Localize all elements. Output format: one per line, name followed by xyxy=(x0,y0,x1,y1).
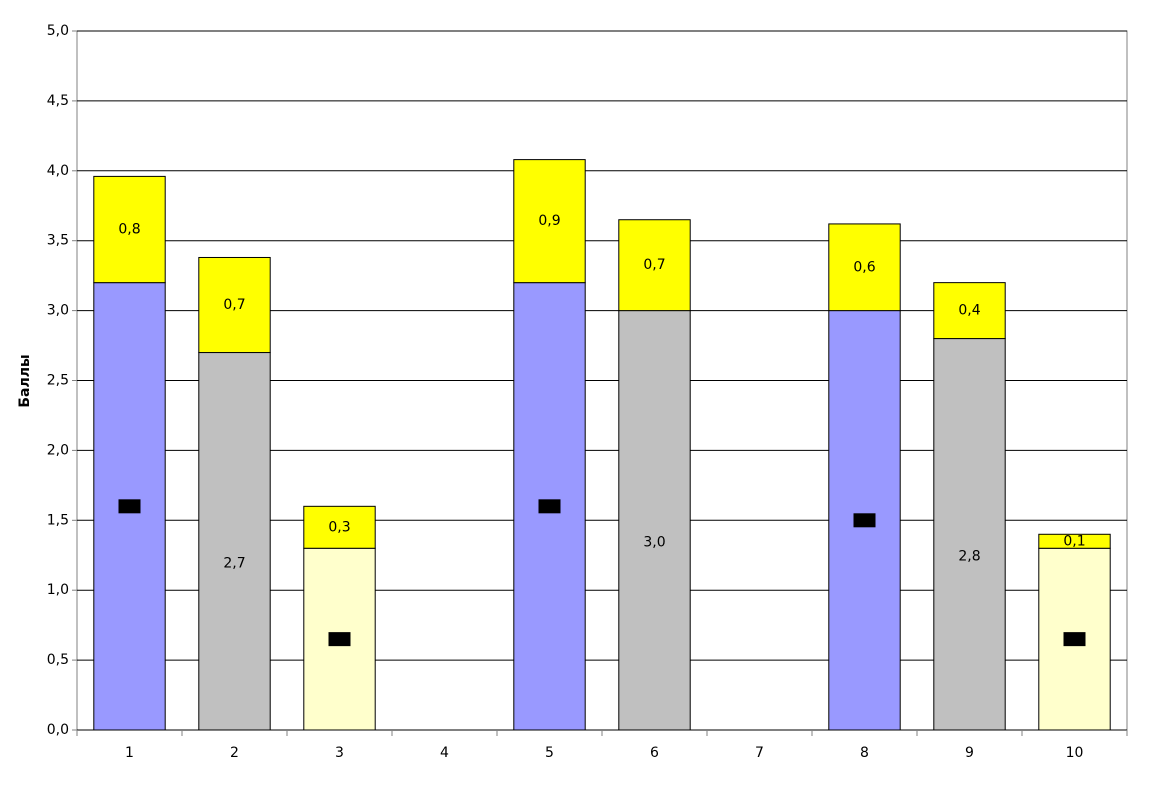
y-tick-label: 0,5 xyxy=(47,652,69,668)
x-tick-label: 3 xyxy=(335,745,344,761)
y-tick-label: 2,0 xyxy=(47,442,69,458)
y-tick-label: 2,5 xyxy=(47,373,69,389)
redacted-label xyxy=(118,499,141,514)
data-label: 0,6 xyxy=(853,259,875,275)
data-label: 0,7 xyxy=(223,297,245,313)
data-label: 0,1 xyxy=(1063,533,1085,549)
x-tick-label: 7 xyxy=(755,745,764,761)
bar-segment xyxy=(303,505,376,549)
x-tick-label: 5 xyxy=(545,745,554,761)
data-label: 0,3 xyxy=(328,519,350,535)
x-tick-label: 9 xyxy=(965,745,974,761)
x-tick-label: 8 xyxy=(860,745,869,761)
y-tick-label: 0,0 xyxy=(47,722,69,738)
redacted-label xyxy=(538,499,561,514)
bar-segment xyxy=(828,223,901,312)
bar-segment xyxy=(618,219,691,312)
redacted-label xyxy=(1063,632,1086,647)
x-tick-label: 10 xyxy=(1066,745,1084,761)
data-label: 3,0 xyxy=(643,534,665,550)
bar-segment xyxy=(1038,533,1111,549)
bar-segment xyxy=(933,282,1006,340)
y-tick-label: 3,0 xyxy=(47,303,69,319)
y-tick-label: 1,0 xyxy=(47,582,69,598)
bar-segment xyxy=(303,547,376,731)
bar-segment xyxy=(933,338,1006,731)
bar-segment xyxy=(198,256,271,354)
data-label: 0,7 xyxy=(643,257,665,273)
y-axis-label: Баллы xyxy=(17,354,33,407)
x-tick-label: 6 xyxy=(650,745,659,761)
y-tick-label: 1,5 xyxy=(47,512,69,528)
data-label: 0,4 xyxy=(958,303,980,319)
data-label: 0,9 xyxy=(538,213,560,229)
y-tick-label: 3,5 xyxy=(47,233,69,249)
data-label: 2,7 xyxy=(223,555,245,571)
bar-segment xyxy=(93,175,166,284)
x-tick-label: 4 xyxy=(440,745,449,761)
bar-segment xyxy=(618,310,691,731)
data-label: 2,8 xyxy=(958,548,980,564)
x-tick-label: 2 xyxy=(230,745,239,761)
y-tick-label: 4,5 xyxy=(47,93,69,109)
bar-segment xyxy=(513,159,586,284)
x-tick-label: 1 xyxy=(125,745,134,761)
redacted-label xyxy=(853,513,876,528)
redacted-label xyxy=(328,632,351,647)
data-label: 0,8 xyxy=(118,222,140,238)
y-tick-label: 4,0 xyxy=(47,163,69,179)
y-tick-label: 5,0 xyxy=(47,23,69,39)
bar-segment xyxy=(198,352,271,731)
